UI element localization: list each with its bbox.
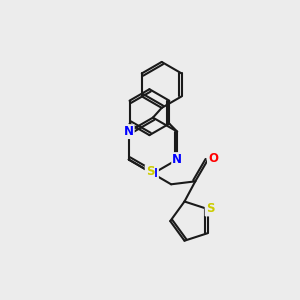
Text: O: O [208,152,218,165]
Text: S: S [206,202,214,215]
Text: S: S [146,165,154,178]
Text: N: N [124,125,134,138]
Text: N: N [148,167,158,180]
Text: N: N [172,153,182,166]
